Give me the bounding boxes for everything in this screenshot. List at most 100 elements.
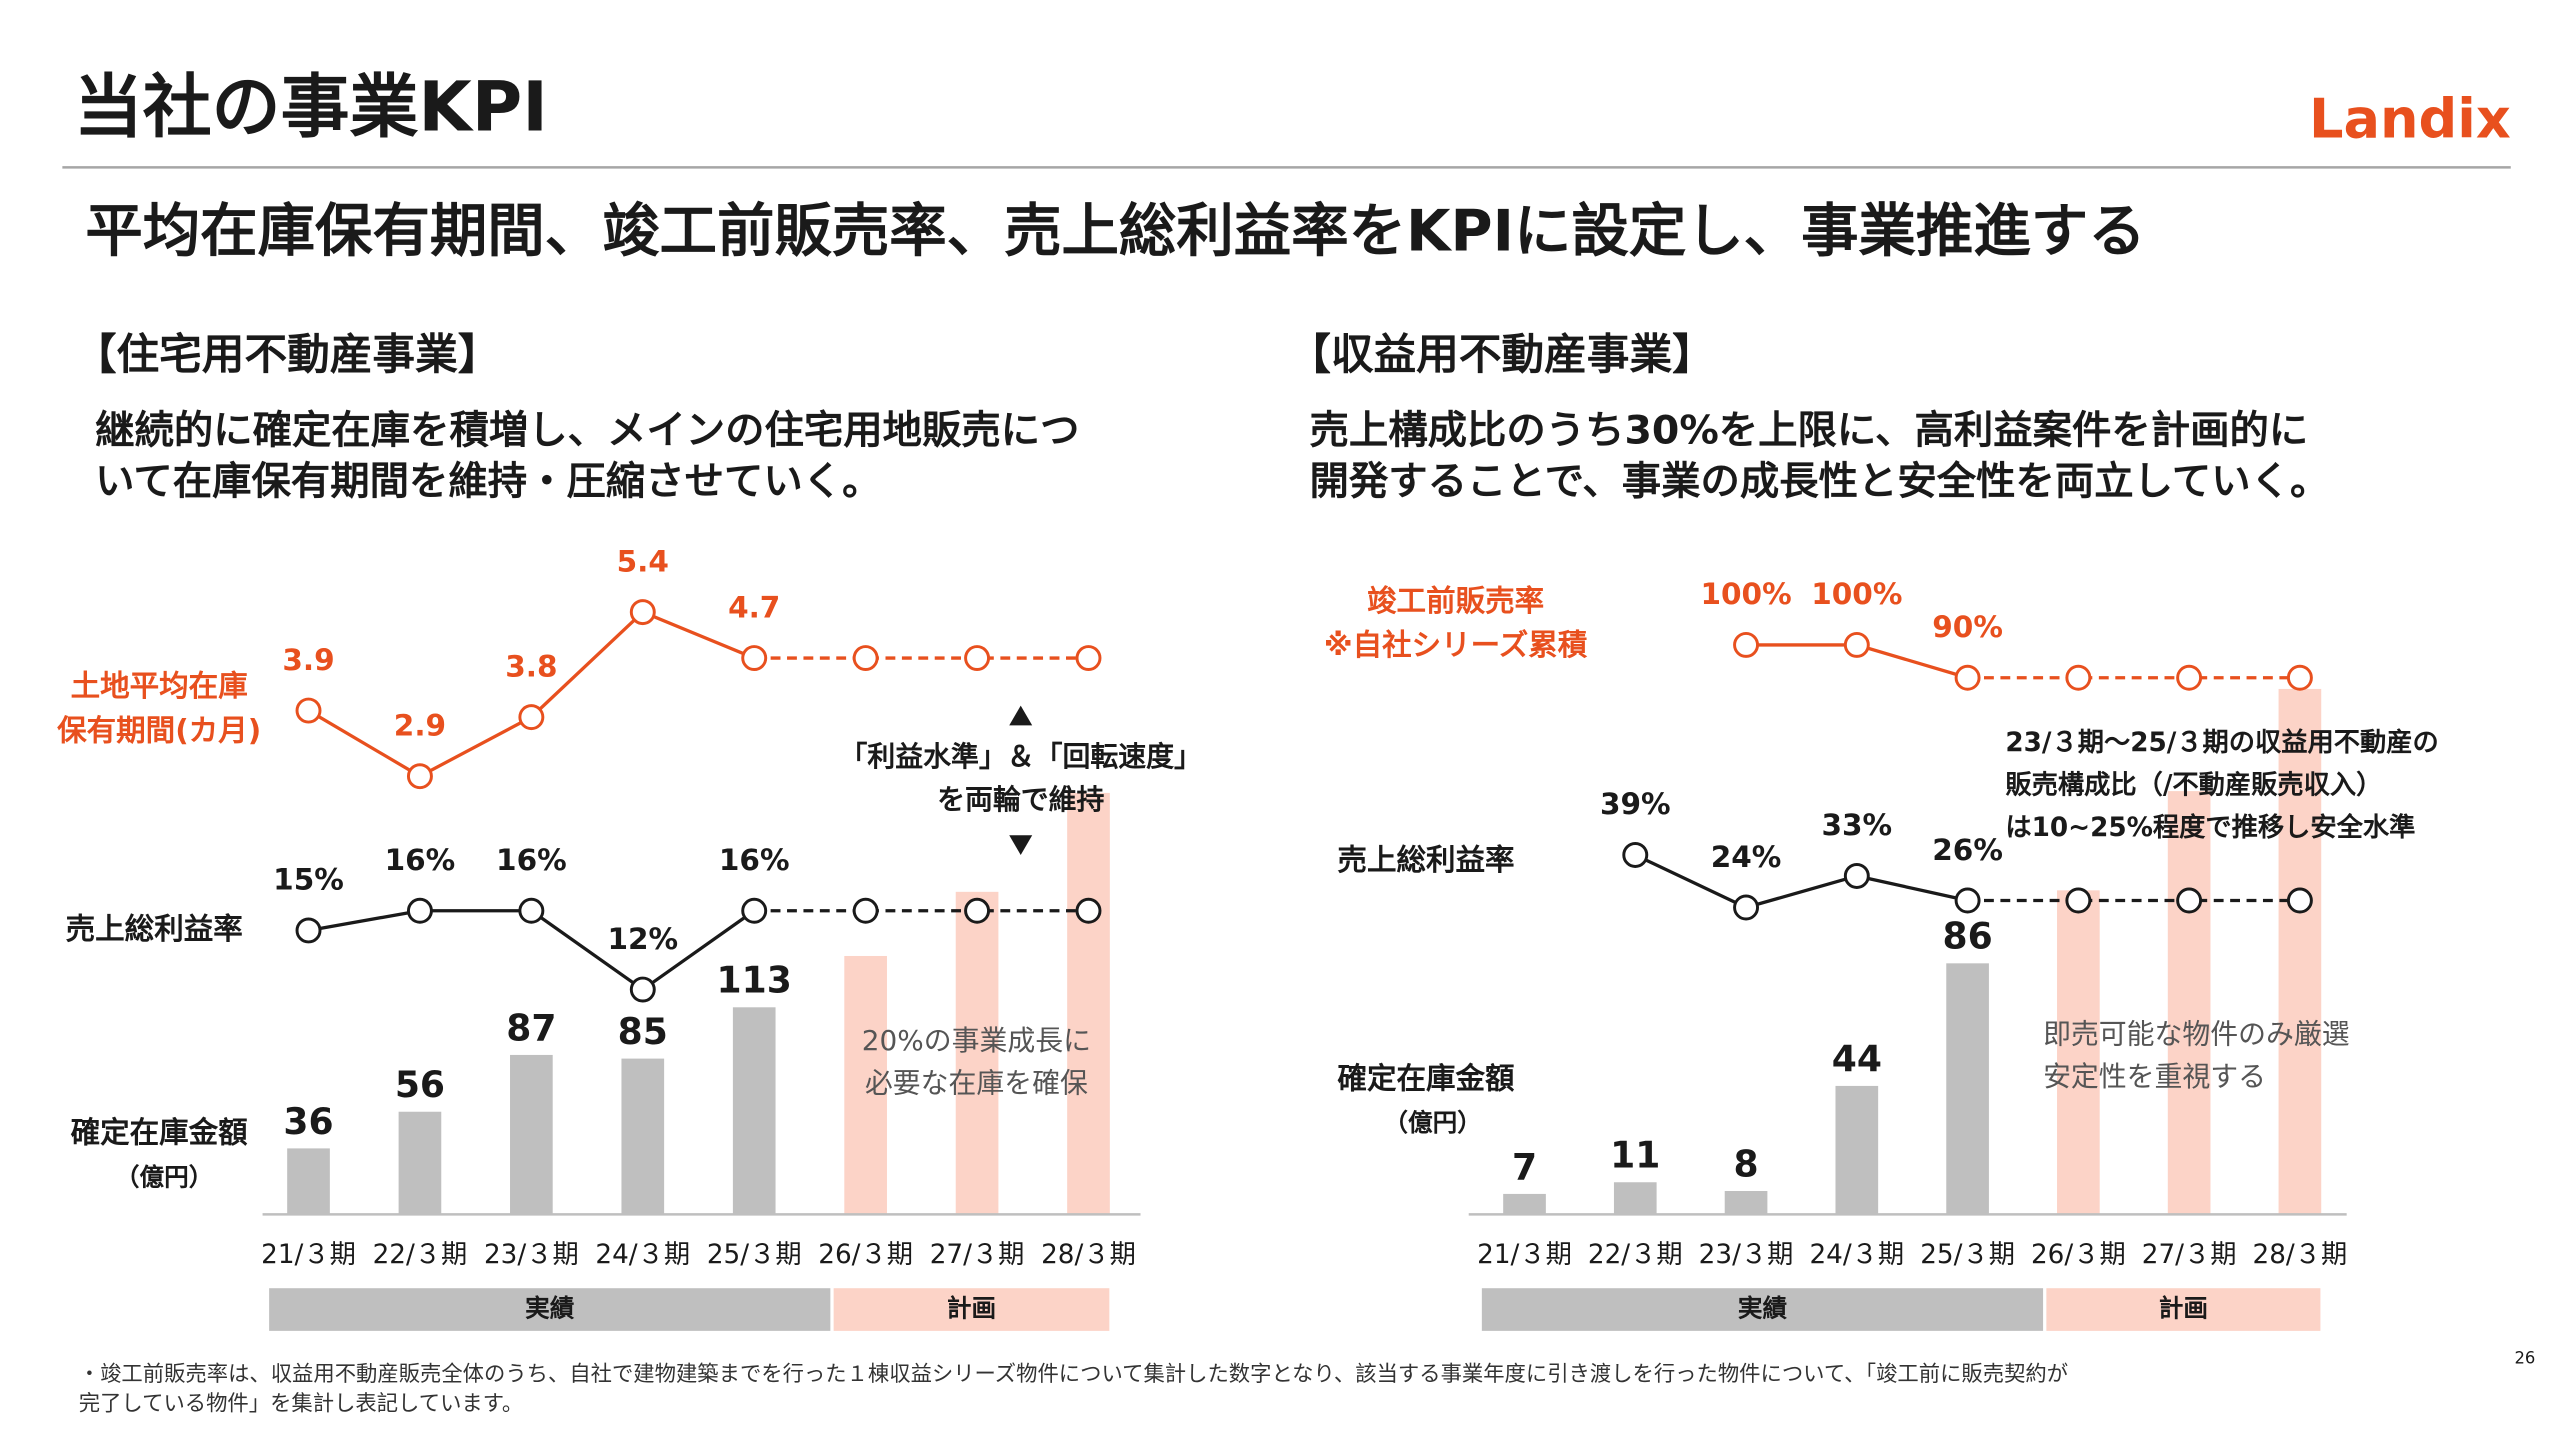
x-tick-label: 24/３期 (595, 1240, 690, 1270)
line-point (852, 645, 879, 672)
line-point (964, 645, 991, 672)
bar (2278, 688, 2322, 1215)
x-tick-label: 28/３期 (1041, 1240, 1136, 1270)
line-point (629, 599, 656, 626)
x-tick-label: 26/３期 (818, 1240, 913, 1270)
period-label: 実績 (1738, 1294, 1788, 1323)
bar-value-label: 113 (717, 959, 792, 1002)
arrow-down (1009, 835, 1033, 855)
line-value-label: 39% (1600, 787, 1671, 821)
period-label: 計画 (2159, 1294, 2208, 1323)
bar-value-label: 8 (1733, 1142, 1758, 1185)
x-tick-label: 28/３期 (2253, 1240, 2348, 1270)
page-title: 当社の事業KPI (74, 68, 548, 148)
line-point (2176, 664, 2203, 691)
line-point (2286, 664, 2313, 691)
bar (732, 1007, 776, 1215)
bar (1946, 963, 1989, 1215)
line-legend: 売上総利益率 (66, 912, 243, 946)
bar-value-label: 36 (283, 1100, 333, 1143)
footnote: 完了している物件」を集計し表記しています。 (79, 1392, 523, 1417)
line-point (2176, 887, 2203, 914)
bar (844, 955, 887, 1215)
bar-value-label: 85 (618, 1010, 668, 1053)
annotation: は10~25%程度で推移し安全水準 (2005, 812, 2415, 843)
section-title: 【住宅用不動産事業】 (74, 330, 501, 380)
x-tick-label: 27/３期 (2142, 1240, 2237, 1270)
bar (1724, 1191, 1768, 1215)
line-point (741, 897, 768, 924)
bar (1067, 792, 1110, 1215)
bar-value-label: 44 (1832, 1037, 1882, 1080)
line-point (1954, 887, 1981, 914)
x-tick-label: 27/３期 (930, 1240, 1025, 1270)
line-value-label: 12% (607, 922, 678, 956)
line-value-label: 4.7 (728, 590, 780, 624)
line-point (629, 976, 656, 1003)
bar-unit: （億円） (1383, 1108, 1481, 1137)
annotation: 「利益水準」＆「回転速度」 (840, 740, 1202, 773)
bar-value-label: 11 (1610, 1134, 1660, 1177)
line-point (295, 697, 322, 724)
section-description: 開発することで、事業の成長性と安全性を両立していく。 (1310, 459, 2330, 505)
line-point (1733, 631, 1760, 658)
line-point (406, 897, 433, 924)
line-legend: 竣工前販売率 (1367, 584, 1544, 618)
line-value-label: 3.8 (505, 649, 557, 683)
bar (2057, 890, 2100, 1215)
x-tick-label: 25/３期 (707, 1240, 802, 1270)
line-point (518, 897, 545, 924)
page-number: 26 (2514, 1348, 2535, 1367)
section-description: 売上構成比のうち30%を上限に、高利益案件を計画的に (1310, 408, 2309, 454)
x-tick-label: 22/３期 (373, 1240, 468, 1270)
bar (287, 1148, 330, 1215)
bar-unit: （億円） (115, 1162, 213, 1191)
line-point (1843, 863, 1870, 889)
period-band (269, 1288, 831, 1331)
period-label: 計画 (947, 1294, 996, 1323)
line-point (295, 917, 322, 944)
bar (398, 1111, 442, 1215)
x-tick-label: 22/３期 (1588, 1240, 1683, 1270)
line-value-label: 90% (1932, 610, 2003, 644)
section-description: 継続的に確定在庫を積増し、メインの住宅用地販売につ (95, 408, 1079, 454)
line-point (1075, 645, 1102, 672)
annotation: 必要な在庫を確保 (865, 1067, 1088, 1100)
line-value-label: 5.4 (617, 544, 669, 578)
line-point (964, 897, 991, 924)
bar-legend: 確定在庫金額 (71, 1115, 249, 1149)
x-tick-label: 21/３期 (1477, 1240, 1572, 1270)
bar-value-label: 56 (395, 1063, 445, 1106)
bar-value-label: 86 (1942, 915, 1992, 958)
line-legend: ※自社シリーズ累積 (1324, 628, 1588, 662)
bar (510, 1054, 553, 1215)
line-value-label: 100% (1700, 577, 1791, 611)
x-tick-label: 25/３期 (1920, 1240, 2015, 1270)
line (307, 610, 755, 779)
annotation: を両輪で維持 (937, 783, 1104, 816)
x-tick-label: 23/３期 (1699, 1240, 1794, 1270)
line-point (1954, 664, 1981, 691)
period-label: 実績 (525, 1294, 575, 1323)
x-tick-label: 21/３期 (261, 1240, 356, 1270)
line-legend: 売上総利益率 (1337, 843, 1514, 877)
line-value-label: 2.9 (394, 708, 446, 742)
bar-value-label: 87 (506, 1006, 556, 1049)
bar-legend: 確定在庫金額 (1337, 1061, 1515, 1095)
x-tick-label: 23/３期 (484, 1240, 579, 1270)
line-point (1622, 842, 1649, 868)
line-point (1843, 631, 1870, 658)
line-legend: 保有期間(カ月) (57, 713, 261, 747)
arrow-up (1009, 705, 1033, 726)
period-band (2046, 1288, 2321, 1331)
annotation: 23/３期～25/３期の収益用不動産の (2005, 727, 2438, 758)
line-value-label: 100% (1811, 577, 1902, 611)
line-value-label: 15% (273, 863, 344, 897)
line-value-label: 24% (1711, 840, 1782, 874)
subtitle: 平均在庫保有期間、竣工前販売率、売上総利益率をKPIに設定し、事業推進する (85, 197, 2145, 264)
line-point (2286, 887, 2313, 914)
line-point (406, 763, 433, 790)
period-band (833, 1288, 1110, 1331)
line-value-label: 16% (719, 843, 790, 877)
